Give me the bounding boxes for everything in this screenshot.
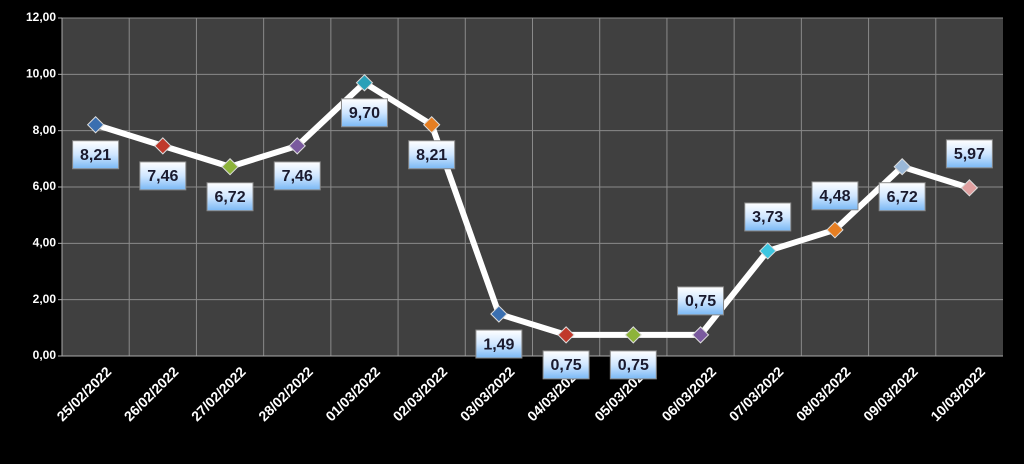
marker (960, 179, 979, 197)
x-tick-label: 10/03/2022 (927, 363, 988, 424)
y-tick-label: 10,00 (26, 67, 56, 81)
value-label-box (340, 98, 388, 128)
value-label: 3,73 (752, 209, 783, 226)
value-label-box (139, 161, 187, 191)
value-label-box (408, 140, 456, 170)
marker (86, 116, 105, 134)
value-label: 0,75 (618, 357, 649, 374)
x-tick-label: 07/03/2022 (726, 363, 787, 424)
marker (893, 158, 911, 176)
x-tick-label: 26/02/2022 (121, 363, 182, 424)
value-label: 0,75 (551, 357, 582, 374)
x-tick-label: 08/03/2022 (793, 363, 854, 424)
line (94, 79, 971, 338)
value-label: 9,70 (349, 105, 380, 122)
marker (154, 137, 172, 155)
value-label: 6,72 (214, 189, 245, 206)
value-label-box (878, 182, 926, 212)
y-tick-label: 8,00 (33, 123, 57, 137)
marker (624, 326, 643, 344)
value-label: 5,97 (954, 146, 985, 163)
y-tick-label: 6,00 (33, 179, 57, 193)
x-tick-label: 03/03/2022 (457, 363, 518, 424)
value-label-box (206, 182, 254, 212)
marker (759, 242, 777, 260)
value-label: 1,49 (483, 336, 514, 353)
value-label: 8,21 (80, 147, 111, 164)
marker (490, 305, 508, 323)
x-tick-label: 27/02/2022 (188, 363, 249, 424)
value-label: 7,46 (147, 168, 178, 185)
value-label: 0,75 (685, 293, 716, 310)
value-label: 7,46 (282, 168, 313, 185)
value-label-box (677, 286, 725, 316)
x-tick-label: 28/02/2022 (255, 363, 316, 424)
y-tick-label: 0,00 (33, 348, 57, 362)
value-label: 4,48 (819, 188, 850, 205)
marker (826, 221, 844, 239)
value-label-box (811, 181, 859, 211)
x-tick-label: 09/03/2022 (860, 363, 921, 424)
y-tick-label: 12,00 (26, 10, 56, 24)
value-label: 8,21 (416, 147, 447, 164)
x-tick-label: 25/02/2022 (53, 363, 114, 424)
value-label-box (72, 140, 120, 170)
x-tick-label: 02/03/2022 (390, 363, 451, 424)
value-label-box (542, 350, 590, 380)
value-label-box (744, 202, 792, 232)
marker (221, 158, 239, 176)
value-label: 6,72 (887, 189, 918, 206)
x-tick-label: 01/03/2022 (322, 363, 383, 424)
marker (288, 137, 306, 155)
value-label-box (945, 139, 993, 169)
marker (422, 116, 441, 134)
y-tick-label: 2,00 (33, 292, 57, 306)
marker (557, 326, 575, 344)
value-label-box (609, 350, 657, 380)
value-label-box (475, 329, 523, 359)
value-label-box (273, 161, 321, 191)
marker (355, 74, 374, 92)
x-tick-label: 06/03/2022 (658, 363, 719, 424)
marker (691, 326, 710, 344)
y-tick-label: 4,00 (33, 236, 57, 250)
